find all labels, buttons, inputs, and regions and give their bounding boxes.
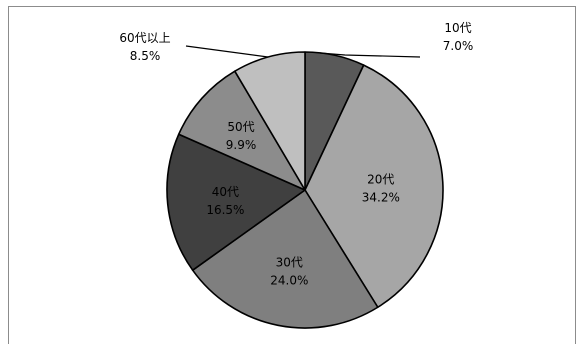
pie-slice-6	[234, 51, 306, 191]
slice-category-label: 10代	[444, 21, 471, 35]
slice-value-label: 34.2%	[362, 191, 400, 205]
slice-category-label: 50代	[227, 120, 254, 134]
slice-value-label: 8.5%	[130, 49, 161, 63]
leader-lines	[185, 45, 421, 58]
slice-value-label: 16.5%	[206, 203, 244, 217]
slice-value-label: 24.0%	[270, 274, 308, 288]
leader-line-6	[185, 45, 269, 58]
slice-labels: 10代 7.0% 20代 34.2% 30代 24.0% 40代 16.5% 50代 9.9% 60…	[119, 21, 473, 288]
pie-slice-3	[191, 189, 379, 329]
slice-value-label: 7.0%	[443, 39, 474, 53]
pie-slices	[166, 51, 444, 329]
pie-slice-5	[177, 70, 306, 191]
slice-category-label: 40代	[212, 185, 239, 199]
slice-category-label: 30代	[276, 256, 303, 270]
pie-slice-4	[166, 133, 306, 271]
leader-line-1	[319, 52, 421, 58]
slice-category-label: 20代	[367, 173, 394, 187]
slice-value-label: 9.9%	[226, 138, 257, 152]
pie-slice-2	[304, 64, 444, 309]
slice-category-label: 60代以上	[119, 31, 170, 45]
